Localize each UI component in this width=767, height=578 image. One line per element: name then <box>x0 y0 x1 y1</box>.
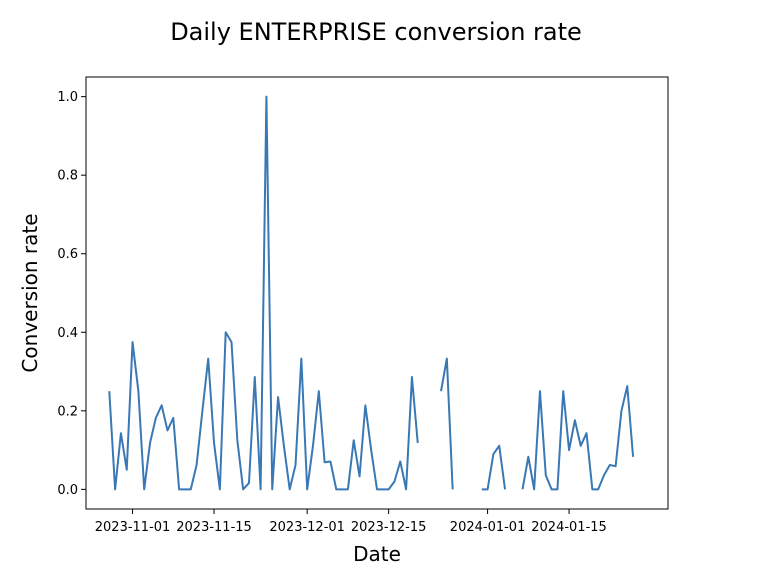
x-tick-label: 2024-01-01 <box>450 520 526 535</box>
x-tick-label: 2023-12-01 <box>269 520 345 535</box>
x-axis-title: Date <box>353 542 401 566</box>
x-tick-label: 2023-11-01 <box>95 520 171 535</box>
chart-title: Daily ENTERPRISE conversion rate <box>170 18 582 46</box>
plot-area <box>85 76 669 510</box>
y-tick-label: 1.0 <box>57 90 78 105</box>
x-tick-label: 2024-01-15 <box>531 520 607 535</box>
y-tick-label: 0.0 <box>57 483 78 498</box>
x-axis: 2023-11-01 2023-11-15 2023-12-01 2023-12-15… <box>95 509 607 535</box>
series-group <box>108 95 635 491</box>
y-tick-label: 0.8 <box>57 169 78 184</box>
series-line <box>440 357 454 490</box>
series-line <box>521 385 635 491</box>
x-tick-label: 2023-12-15 <box>351 520 427 535</box>
series-line <box>108 95 419 491</box>
x-tick-label: 2023-11-15 <box>176 520 252 535</box>
y-axis-title: Conversion rate <box>18 213 42 372</box>
series-line <box>481 444 507 491</box>
y-axis: 0.0 0.2 0.4 0.6 0.8 1.0 <box>57 90 86 498</box>
y-tick-label: 0.2 <box>57 404 78 419</box>
y-tick-label: 0.6 <box>57 247 78 262</box>
y-tick-label: 0.4 <box>57 326 78 341</box>
